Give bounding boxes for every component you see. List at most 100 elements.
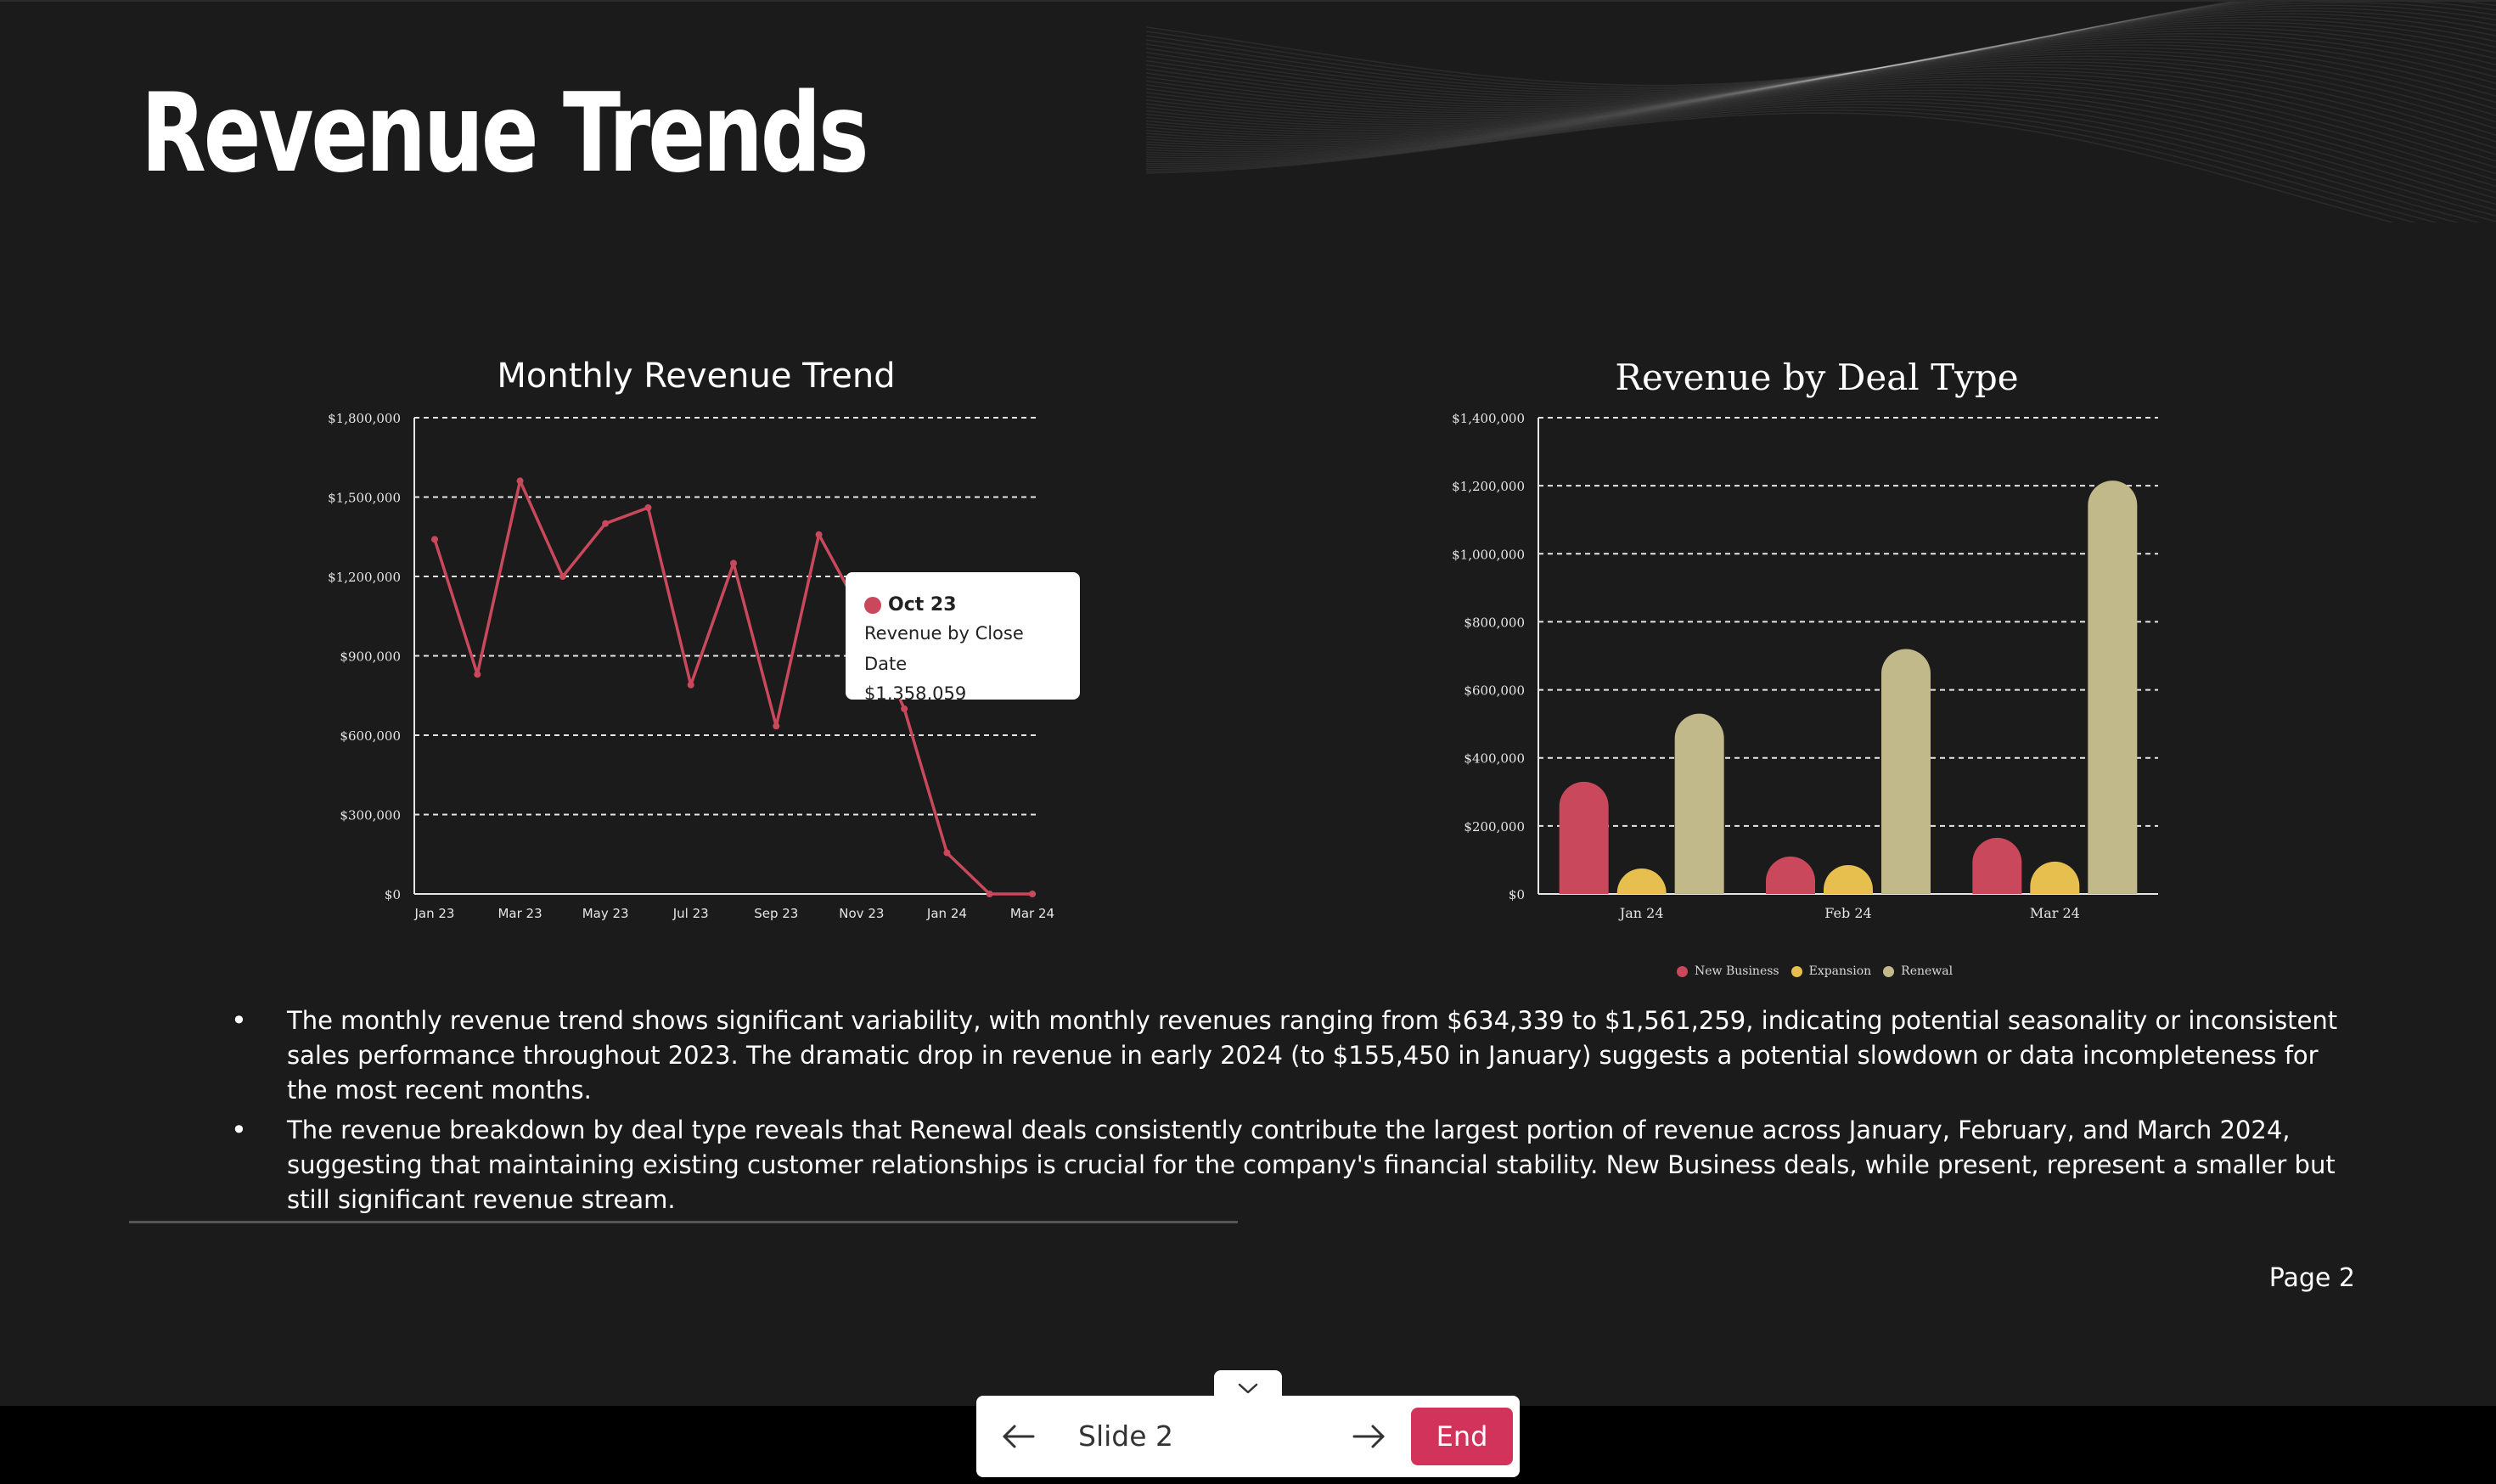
legend-item-expansion[interactable]: Expansion	[1790, 964, 1871, 978]
data-point	[474, 671, 481, 678]
wave-line	[1146, 2, 2241, 88]
tooltip-series: Revenue by Close Date	[864, 623, 1024, 674]
wave-line	[1146, 44, 2496, 127]
data-point	[815, 531, 823, 538]
wave-line	[1146, 41, 2496, 126]
bullet-list: • The monthly revenue trend shows signifi…	[222, 1003, 2345, 1223]
data-point	[431, 536, 438, 543]
y-tick-label: $0	[1509, 887, 1525, 902]
slide-indicator[interactable]: Slide 2	[1078, 1419, 1174, 1453]
wave-line	[1146, 98, 2496, 222]
x-tick-label: May 23	[582, 906, 629, 921]
wave-line	[1146, 70, 2496, 162]
wave-line	[1146, 92, 2496, 211]
wave-line	[1146, 53, 2496, 133]
wave-line	[1146, 72, 2496, 168]
divider	[129, 1221, 1238, 1223]
bar-expansion	[1824, 864, 1873, 894]
y-tick-label: $800,000	[1464, 615, 1525, 630]
data-point	[730, 559, 737, 567]
y-tick-label: $200,000	[1464, 819, 1525, 835]
arrow-left-icon	[1003, 1425, 1035, 1448]
wave-line	[1146, 106, 2438, 222]
wave-line	[1146, 78, 2496, 181]
x-tick-label: Sep 23	[754, 906, 798, 921]
wave-line	[1146, 112, 2396, 222]
data-point	[644, 503, 652, 511]
tooltip-value: $1,358,059	[864, 683, 967, 704]
data-point	[901, 705, 908, 712]
bar-new-business	[1559, 781, 1609, 894]
slide-title: Revenue Trends	[141, 70, 869, 197]
wave-line	[1146, 32, 2496, 120]
wave-line	[1146, 2, 2248, 90]
wave-line	[1146, 19, 2496, 110]
chevron-down-icon	[1238, 1383, 1258, 1394]
wave-line	[1146, 36, 2496, 121]
wave-line	[1146, 13, 2496, 106]
bar-renewal	[2088, 481, 2138, 894]
slide-navigation: Slide 2 End	[976, 1396, 1520, 1477]
wave-line	[1146, 87, 2496, 200]
x-tick-label: Mar 24	[1010, 906, 1054, 921]
data-point	[602, 520, 610, 527]
y-tick-label: $0	[385, 887, 401, 902]
wave-line	[1146, 27, 2496, 115]
wave-line	[1146, 81, 2496, 188]
next-slide-button[interactable]	[1350, 1418, 1389, 1455]
wave-line	[1146, 10, 2496, 104]
data-point	[773, 722, 780, 730]
y-tick-label: $600,000	[1464, 683, 1525, 699]
wave-line	[1146, 2, 2496, 96]
x-tick-label: Feb 24	[1824, 905, 1871, 921]
tooltip-date: Oct 23	[888, 594, 957, 616]
data-point	[687, 681, 694, 689]
y-tick-label: $1,000,000	[1452, 547, 1525, 562]
wave-line	[1146, 21, 2496, 112]
data-point	[1029, 891, 1036, 897]
bullet-item: • The revenue breakdown by deal type reve…	[222, 1113, 2345, 1217]
bar-chart-title: Revenue by Deal Type	[1615, 357, 2019, 398]
page-number: Page 2	[2268, 1263, 2355, 1293]
y-tick-label: $600,000	[340, 728, 401, 744]
data-point	[986, 891, 993, 897]
wave-line	[1146, 66, 2496, 155]
legend-item-renewal[interactable]: Renewal	[1883, 964, 1953, 978]
wave-line	[1146, 55, 2496, 135]
y-tick-label: $1,200,000	[328, 570, 401, 585]
wave-line	[1146, 2, 2258, 93]
x-tick-label: Jan 23	[414, 906, 455, 921]
y-tick-label: $1,400,000	[1452, 411, 1525, 426]
wave-line	[1146, 2, 2496, 98]
bullet-glyph: •	[231, 1114, 247, 1146]
bar-renewal	[1674, 713, 1724, 894]
bar-chart-legend: New Business Expansion Renewal	[1677, 961, 2016, 981]
legend-item-new-business[interactable]: New Business	[1677, 964, 1779, 978]
wave-line	[1146, 2, 2236, 87]
bar-new-business	[1766, 856, 1815, 894]
bar-expansion	[2030, 861, 2080, 894]
line-chart-svg: $0 $300,000 $600,000 $900,000 $1,200,000 $1,5…	[328, 411, 1054, 921]
bullet-glyph: •	[231, 1004, 247, 1037]
end-slideshow-button[interactable]: End	[1411, 1408, 1513, 1465]
previous-slide-button[interactable]	[998, 1418, 1037, 1455]
legend-label: Renewal	[1901, 964, 1954, 978]
wave-line	[1146, 4, 2496, 100]
wave-line	[1146, 7, 2496, 102]
bar-new-business	[1972, 837, 2022, 894]
wave-line	[1146, 101, 2482, 222]
x-tick-label: Mar 24	[2030, 905, 2080, 921]
wave-line	[1146, 95, 2496, 217]
decorative-wave	[1146, 2, 2496, 222]
arrow-right-icon	[1352, 1425, 1385, 1448]
data-point	[943, 849, 951, 857]
line-chart-title: Monthly Revenue Trend	[497, 357, 896, 396]
wave-line	[1146, 58, 2496, 138]
bar-expansion	[1616, 868, 1667, 894]
x-tick-label: Nov 23	[839, 906, 884, 921]
wave-line	[1146, 47, 2496, 129]
wave-line	[1146, 2, 2496, 94]
wave-line	[1146, 75, 2496, 175]
bar-chart-svg: $0 $200,000 $400,000 $600,000 $800,000 $1,000…	[1452, 411, 2158, 921]
y-tick-label: $1,200,000	[1452, 479, 1525, 494]
